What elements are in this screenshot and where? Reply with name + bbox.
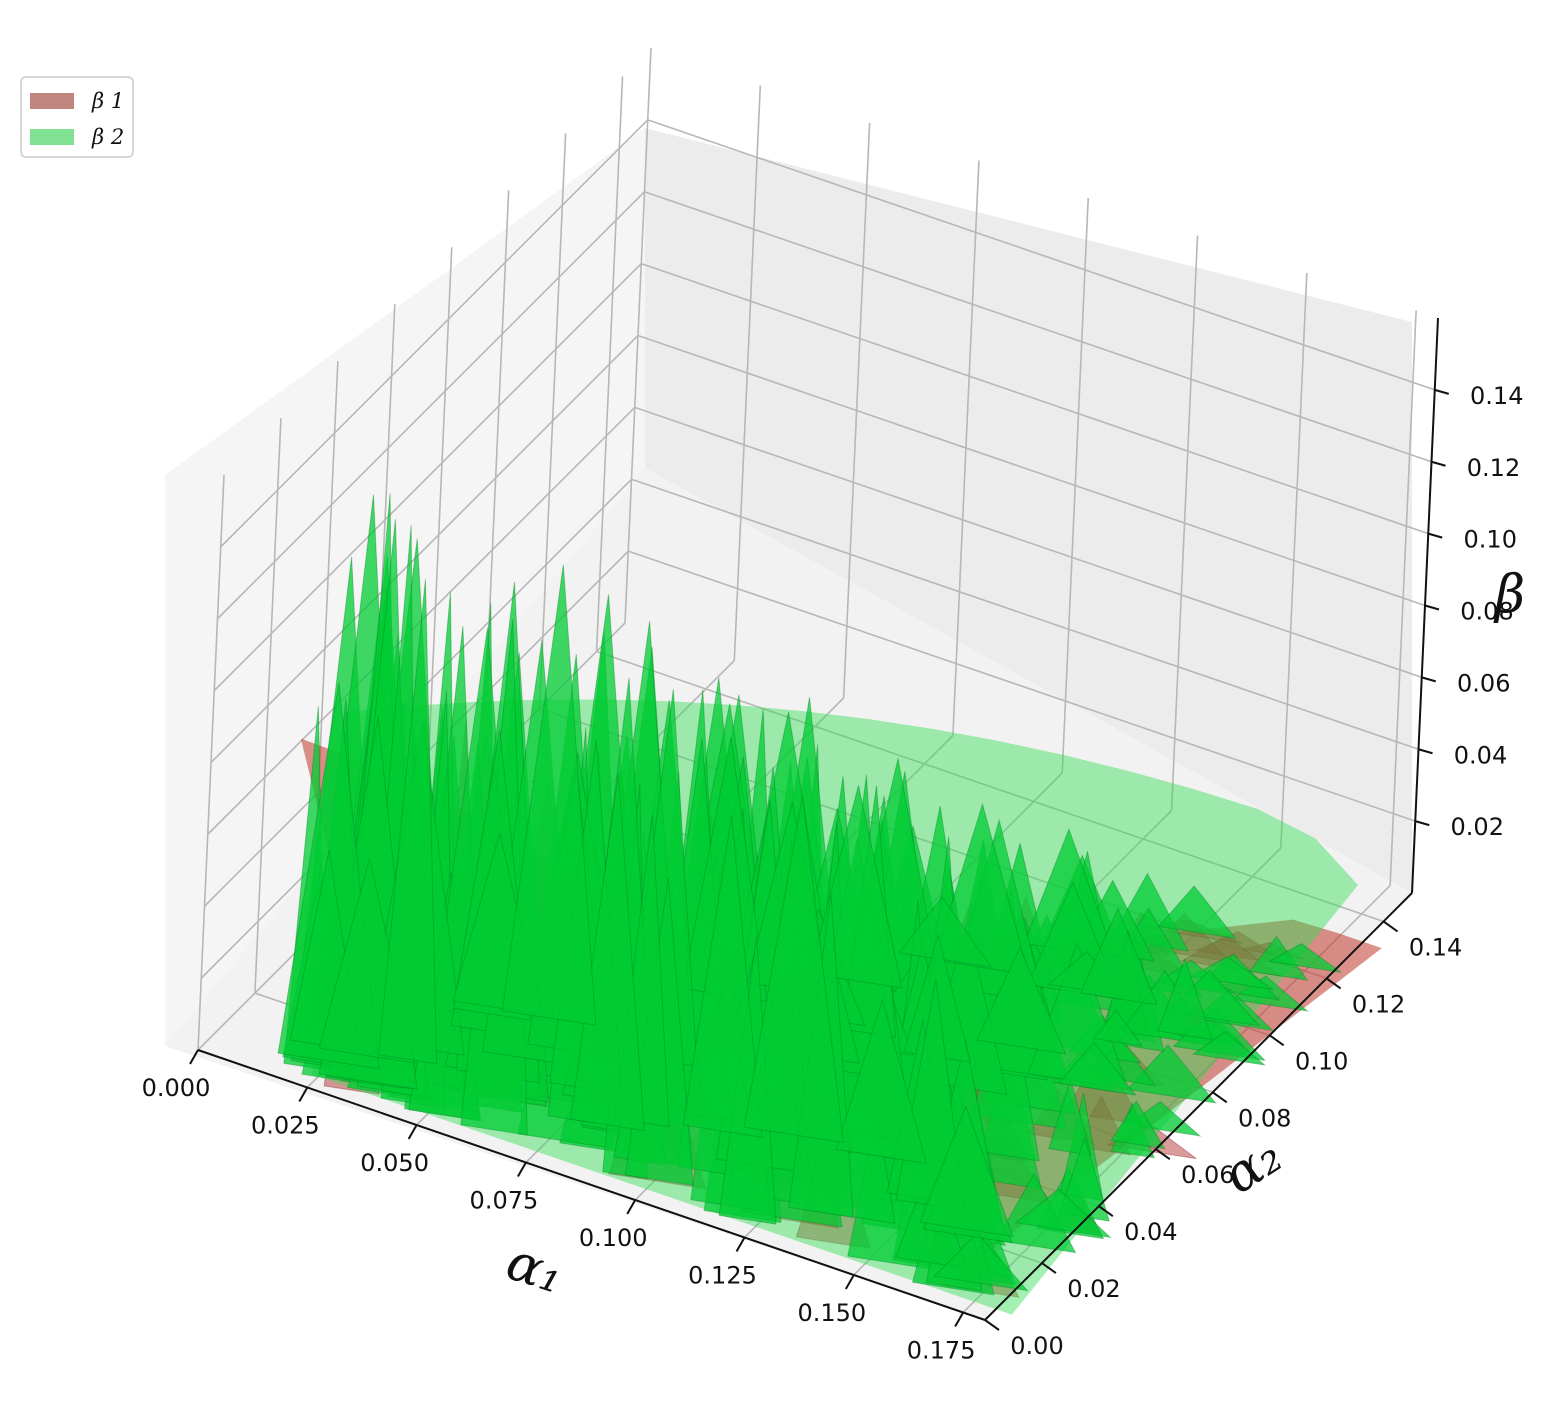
z-axis-ticks: 0.02 0.04 0.06 0.08 0.10 0.12 0.14 (1414, 382, 1523, 841)
x-axis-ticks: 0.000 0.025 0.050 0.075 0.100 0.125 0.150 0.175 (142, 1049, 976, 1365)
back-left-pane (165, 128, 645, 1046)
legend-label-beta-2: β 2 (92, 125, 125, 149)
surface-facet (1192, 1030, 1267, 1066)
legend-swatch-beta-2 (30, 129, 74, 145)
surface-facet (919, 1105, 1014, 1238)
z-tick-label: 0.08 (1460, 598, 1513, 626)
z-tick-label: 0.12 (1467, 454, 1520, 482)
z-axis-label: β (1493, 565, 1525, 625)
y-tick-mark (984, 1319, 1000, 1331)
y-tick-label: 0.14 (1409, 933, 1462, 961)
z-tick-mark (1434, 388, 1450, 395)
surface-facet (1079, 907, 1158, 1006)
legend: β 1 β 2 (20, 76, 134, 158)
legend-item-beta-1: β 1 (30, 89, 125, 113)
x-tick-mark (735, 1237, 746, 1252)
surface-facet (976, 946, 1067, 1055)
x-axis-label: α₁ (499, 1232, 571, 1306)
surface-facet (898, 896, 993, 968)
x-tick-mark (298, 1087, 309, 1102)
y-tick-label: 0.02 (1067, 1275, 1120, 1303)
surface-facet (1110, 1100, 1166, 1150)
y-tick-label: 0.06 (1181, 1161, 1234, 1189)
y-tick-label: 0.10 (1295, 1047, 1348, 1075)
y-tick-mark (1041, 1262, 1057, 1274)
z-tick-mark (1418, 748, 1433, 755)
x-tick-mark (844, 1274, 855, 1290)
surface-facet (501, 564, 597, 1026)
z-tick-mark (1424, 604, 1440, 611)
y-tick-label: 0.08 (1238, 1104, 1291, 1132)
surface-facet (1157, 885, 1237, 940)
surface-facet (1126, 1044, 1217, 1104)
legend-swatch-beta-1 (30, 93, 74, 109)
z-tick-label: 0.14 (1470, 382, 1523, 410)
x-tick-mark (189, 1049, 199, 1065)
x-tick-label: 0.100 (579, 1224, 648, 1252)
x-tick-label: 0.175 (907, 1337, 976, 1365)
z-tick-label: 0.06 (1457, 669, 1510, 697)
y-axis-ticks: 0.00 0.02 0.04 0.06 0.08 0.10 0.12 0.14 (984, 920, 1462, 1360)
surface-facet (1048, 1077, 1092, 1156)
grid-line-z (213, 262, 1429, 692)
surface-facet (933, 1232, 1029, 1292)
x-tick-mark (517, 1162, 527, 1177)
x-tick-label: 0.075 (470, 1187, 539, 1215)
surface-facet (570, 773, 645, 1132)
z-tick-label: 0.10 (1464, 526, 1517, 554)
y-tick-mark (1326, 977, 1342, 990)
surface-facet (378, 579, 438, 1065)
y-tick-mark (1155, 1148, 1171, 1161)
x-tick-mark (407, 1124, 418, 1140)
x-tick-mark (954, 1312, 965, 1327)
y-tick-label: 0.04 (1124, 1218, 1177, 1246)
z-tick-mark (1421, 676, 1437, 683)
surface-facet (835, 998, 928, 1165)
back-right-pane (645, 128, 1412, 893)
surface-facet (743, 795, 845, 1144)
x-tick-label: 0.050 (360, 1149, 429, 1177)
x-tick-label: 0.025 (251, 1112, 320, 1140)
z-tick-mark (1431, 460, 1446, 467)
y-tick-mark (1382, 920, 1399, 933)
y-tick-mark (1212, 1091, 1228, 1104)
surface-facet (1157, 957, 1213, 1041)
z-tick-mark (1414, 820, 1430, 827)
surface-beta-2 (277, 493, 1359, 1315)
y-tick-mark (1098, 1205, 1114, 1217)
x-tick-mark (626, 1199, 637, 1215)
surface-facet (1189, 956, 1274, 990)
z-tick-mark (1427, 532, 1443, 539)
grid-line-z (220, 118, 1436, 548)
surface-facet (1014, 1188, 1112, 1239)
legend-label-beta-1: β 1 (92, 89, 125, 113)
y-axis-label: α₂ (1213, 1125, 1293, 1206)
x-tick-label: 0.125 (688, 1262, 757, 1290)
surface-facet (1057, 1041, 1137, 1096)
x-tick-label: 0.150 (797, 1299, 866, 1327)
z-tick-label: 0.02 (1451, 813, 1504, 841)
grid-line-z (216, 190, 1432, 620)
y-tick-label: 0.00 (1010, 1332, 1063, 1360)
surface-facet (1267, 942, 1342, 973)
surface-facet (1092, 1009, 1144, 1047)
y-tick-mark (1269, 1034, 1285, 1047)
grid-line-y-floor (596, 650, 1384, 923)
surface-facet (682, 815, 763, 1138)
y-tick-label: 0.12 (1352, 990, 1405, 1018)
legend-item-beta-2: β 2 (30, 125, 125, 149)
z-tick-label: 0.04 (1454, 741, 1507, 769)
axis-line (984, 892, 1413, 1321)
x-tick-label: 0.000 (142, 1074, 211, 1102)
